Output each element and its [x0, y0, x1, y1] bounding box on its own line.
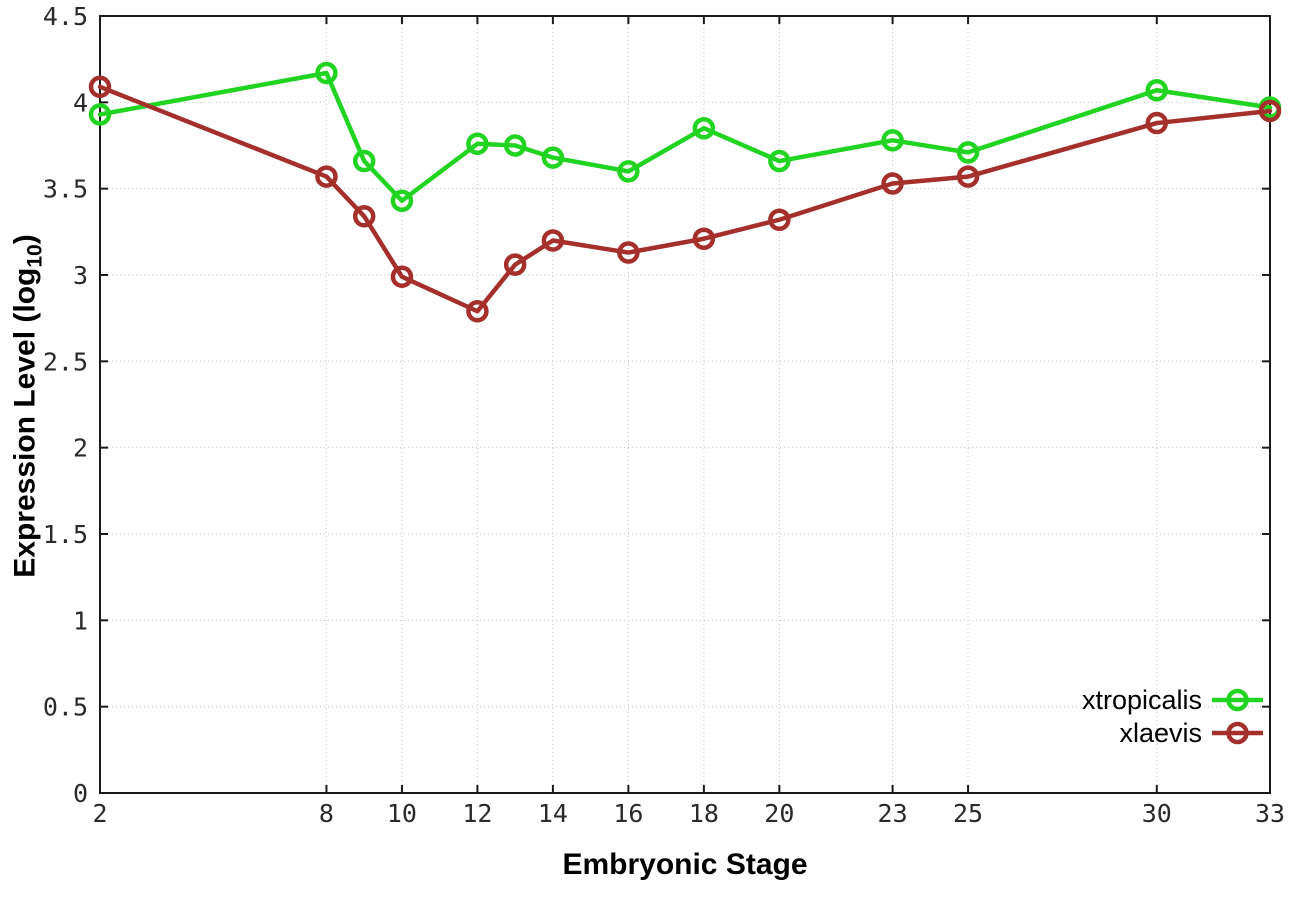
series-xlaevis-point	[352, 205, 376, 228]
series-xlaevis-point	[617, 241, 640, 264]
series-xtropicalis-point	[315, 61, 338, 85]
y-tick-label: 2.5	[43, 347, 88, 376]
y-axis-title-subscript: 10	[23, 244, 47, 268]
series-xlaevis-point	[88, 75, 112, 99]
series-xtropicalis-point	[692, 116, 716, 140]
series-xtropicalis-point	[541, 146, 565, 169]
series-xtropicalis-point	[390, 189, 414, 213]
series-xlaevis-point	[541, 229, 565, 252]
x-tick-label: 2	[92, 799, 107, 828]
x-tick-label: 8	[319, 799, 334, 828]
x-axis-title: Embryonic Stage	[562, 848, 808, 881]
y-tick-label: 4	[73, 88, 88, 117]
series-xlaevis-point	[315, 165, 338, 188]
legend-label: xtropicalis	[1082, 685, 1202, 715]
y-tick-label: 3.5	[43, 175, 88, 204]
y-axis-title: Expression Level (log10)	[9, 234, 48, 577]
x-tick-label: 30	[1142, 799, 1172, 828]
x-tick-label: 16	[613, 799, 643, 828]
legend-label: xlaevis	[1119, 718, 1202, 748]
plot-border	[99, 15, 1271, 794]
y-tick-label: 3	[73, 261, 88, 290]
series-xtropicalis-point	[352, 149, 376, 173]
series-xlaevis-line	[97, 84, 1273, 314]
legend-marker	[1226, 688, 1249, 712]
series-xtropicalis-point	[1145, 78, 1169, 102]
legend-marker	[1226, 721, 1249, 745]
series-xlaevis-point	[466, 300, 489, 323]
x-tick-label: 20	[764, 799, 794, 828]
series-xtropicalis-line	[97, 70, 1273, 204]
series-xlaevis-point	[881, 172, 904, 195]
x-tick-label: 14	[538, 799, 568, 828]
series-xlaevis-point	[1258, 99, 1282, 123]
series-xlaevis-point	[956, 165, 980, 188]
y-tick-label: 0.5	[43, 693, 88, 722]
series-xtropicalis-point	[617, 160, 640, 183]
series-xtropicalis-point	[88, 103, 112, 126]
y-axis-title-suffix: )	[8, 234, 42, 245]
y-tick-label: 1	[73, 606, 88, 635]
y-tick-label: 0	[73, 779, 88, 808]
series-xtropicalis-point	[768, 149, 791, 173]
series-xtropicalis-point	[956, 141, 980, 164]
series-xtropicalis-point	[466, 132, 489, 156]
x-tick-label: 12	[462, 799, 492, 828]
series-xlaevis-point	[768, 208, 791, 231]
series-xlaevis-point	[1145, 111, 1169, 135]
y-tick-label: 1.5	[43, 520, 88, 549]
series-xlaevis-point	[503, 253, 527, 276]
x-tick-label: 33	[1255, 799, 1285, 828]
series-xtropicalis-point	[503, 134, 527, 157]
series-xlaevis-point	[390, 265, 414, 288]
y-axis-title-text: Expression Level (log	[8, 267, 42, 578]
y-tick-label: 4.5	[43, 2, 88, 31]
x-tick-label: 23	[878, 799, 908, 828]
x-tick-label: 18	[689, 799, 719, 828]
x-tick-label: 10	[387, 799, 417, 828]
y-tick-label: 2	[73, 434, 88, 463]
series-xlaevis-point	[692, 227, 716, 250]
x-tick-label: 25	[953, 799, 983, 828]
series-xtropicalis-point	[881, 129, 904, 152]
